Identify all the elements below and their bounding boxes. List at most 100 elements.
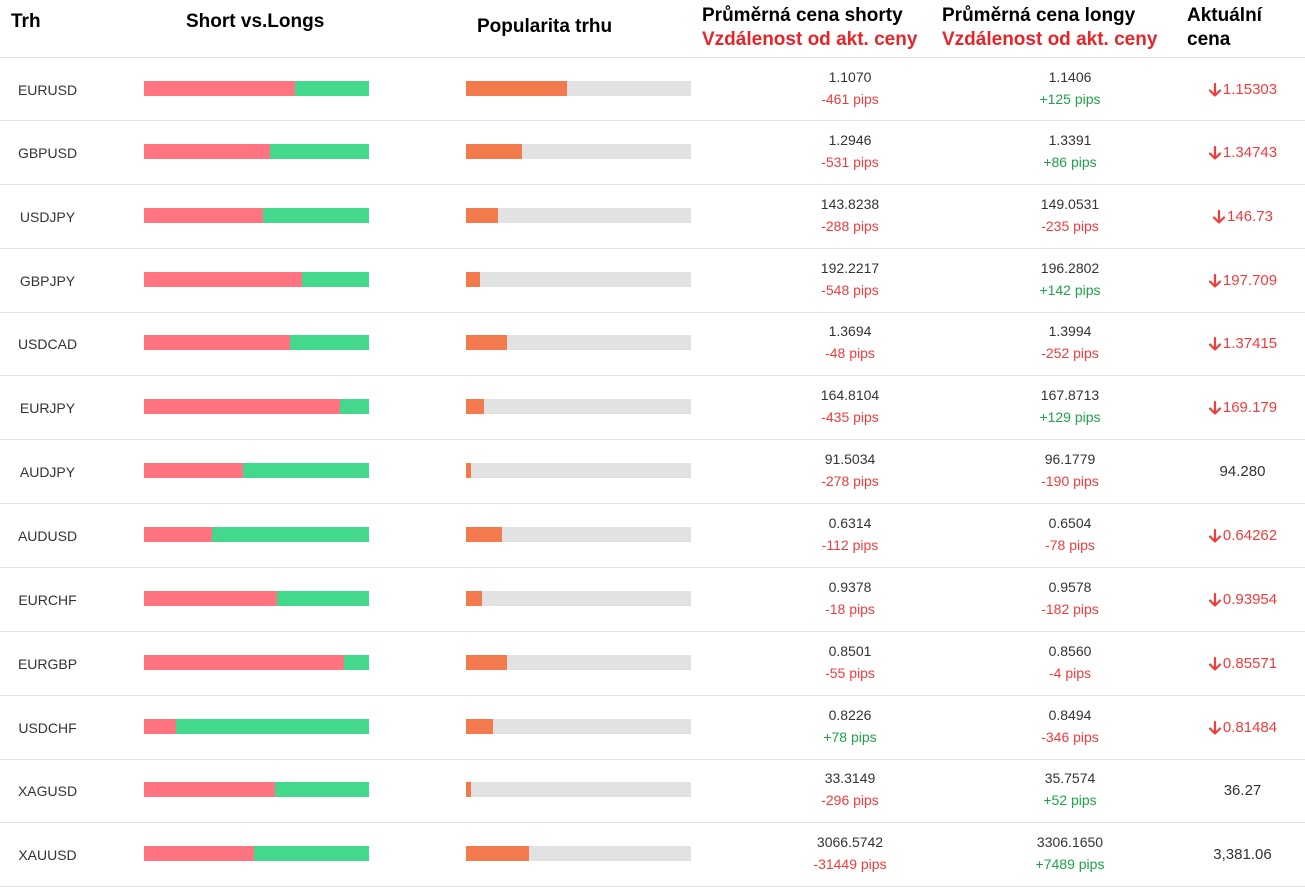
table-header: Trh Short vs.Longs Popularita trhu Průmě… — [0, 0, 1305, 57]
market-symbol[interactable]: XAUUSD — [18, 846, 77, 863]
arrow-down-icon — [1208, 720, 1222, 735]
table-row[interactable]: USDCAD 1.3694 -48 pips 1.3994 -252 pips 1.374… — [0, 312, 1305, 376]
long-segment — [254, 846, 369, 861]
market-symbol[interactable]: GBPUSD — [17, 144, 78, 161]
table-row[interactable]: USDCHF 0.8226 +78 pips 0.8494 -346 pips 0.814… — [0, 696, 1305, 760]
avg-short-distance: -18 pips — [825, 601, 875, 617]
market-symbol[interactable]: USDCHF — [18, 719, 77, 736]
avg-short-distance: -55 pips — [825, 665, 875, 681]
current-price-value: 36.27 — [1223, 782, 1262, 799]
short-segment — [144, 655, 345, 670]
current-price-value: 146.73 — [1227, 208, 1273, 225]
avg-long-cell: 35.7574 +52 pips — [970, 767, 1170, 811]
avg-short-price: 1.3694 — [828, 323, 872, 339]
market-symbol[interactable]: USDJPY — [19, 208, 76, 225]
avg-short-distance: -278 pips — [821, 473, 879, 489]
arrow-down-icon — [1208, 528, 1222, 543]
avg-long-cell: 1.3391 +86 pips — [970, 129, 1170, 173]
table-row[interactable]: AUDUSD 0.6314 -112 pips 0.6504 -78 pips 0.642… — [0, 504, 1305, 568]
current-price: 1.37415 — [1180, 312, 1305, 375]
market-symbol[interactable]: USDCAD — [17, 335, 78, 352]
current-price: 1.34743 — [1180, 121, 1305, 184]
table-row[interactable]: XAUUSD 3066.5742 -31449 pips 3306.1650 +7489… — [0, 823, 1305, 887]
long-segment — [294, 81, 369, 96]
avg-short-price: 143.8238 — [820, 196, 880, 212]
header-popularity: Popularita trhu — [477, 16, 613, 37]
market-symbol[interactable]: EURGBP — [17, 655, 78, 672]
popularity-bar — [466, 591, 691, 606]
header-avg-short: Průměrná cena shorty Vzdálenost od akt. … — [702, 4, 917, 52]
table-row[interactable]: EURJPY 164.8104 -435 pips 167.8713 +129 pips… — [0, 376, 1305, 440]
avg-short-distance: -112 pips — [821, 537, 879, 553]
long-segment — [274, 782, 369, 797]
avg-short-price: 0.8501 — [828, 643, 872, 659]
short-vs-long-bar — [144, 719, 369, 734]
table-row[interactable]: EURCHF 0.9378 -18 pips 0.9578 -182 pips 0.939… — [0, 568, 1305, 632]
popularity-fill — [466, 272, 480, 287]
popularity-fill — [466, 399, 484, 414]
table-row[interactable]: XAGUSD 33.3149 -296 pips 35.7574 +52 pips 36.… — [0, 759, 1305, 823]
long-segment — [339, 399, 369, 414]
avg-short-price: 3066.5742 — [816, 834, 884, 850]
market-symbol[interactable]: AUDUSD — [17, 527, 78, 544]
short-segment — [144, 782, 275, 797]
market-symbol[interactable]: XAGUSD — [17, 782, 78, 799]
table-row[interactable]: GBPUSD 1.2946 -531 pips 1.3391 +86 pips 1.347… — [0, 121, 1305, 185]
avg-long-distance: -182 pips — [1041, 601, 1099, 617]
short-vs-long-bar — [144, 208, 369, 223]
market-symbol[interactable]: EURUSD — [17, 81, 78, 98]
market-symbol[interactable]: EURJPY — [19, 399, 76, 416]
long-segment — [175, 719, 369, 734]
popularity-bar — [466, 272, 691, 287]
avg-short-distance: -531 pips — [821, 154, 879, 170]
long-segment — [263, 208, 369, 223]
table-row[interactable]: EURGBP 0.8501 -55 pips 0.8560 -4 pips 0.85571 — [0, 632, 1305, 696]
avg-long-cell: 1.1406 +125 pips — [970, 66, 1170, 110]
popularity-bar — [466, 527, 691, 542]
table-row[interactable]: EURUSD 1.1070 -461 pips 1.1406 +125 pips 1.15… — [0, 57, 1305, 121]
avg-long-cell: 0.8494 -346 pips — [970, 704, 1170, 748]
avg-short-distance: -435 pips — [821, 409, 879, 425]
table-row[interactable]: AUDJPY 91.5034 -278 pips 96.1779 -190 pips 94… — [0, 440, 1305, 504]
avg-long-price: 0.8560 — [1048, 643, 1092, 659]
market-symbol[interactable]: EURCHF — [18, 591, 77, 608]
popularity-fill — [466, 144, 523, 159]
arrow-down-icon — [1208, 82, 1222, 97]
avg-long-distance: -190 pips — [1041, 473, 1099, 489]
popularity-bar — [466, 655, 691, 670]
popularity-bar — [466, 463, 691, 478]
avg-long-distance: +129 pips — [1039, 409, 1101, 425]
table-row[interactable]: USDJPY 143.8238 -288 pips 149.0531 -235 pips… — [0, 185, 1305, 249]
avg-long-price: 3306.1650 — [1036, 834, 1104, 850]
avg-short-cell: 91.5034 -278 pips — [750, 448, 950, 492]
avg-short-cell: 1.3694 -48 pips — [750, 320, 950, 364]
avg-short-cell: 143.8238 -288 pips — [750, 193, 950, 237]
avg-long-cell: 196.2802 +142 pips — [970, 257, 1170, 301]
current-price-value: 0.93954 — [1222, 591, 1278, 608]
avg-short-distance: -548 pips — [821, 282, 879, 298]
avg-short-distance: -48 pips — [825, 345, 875, 361]
avg-short-cell: 192.2217 -548 pips — [750, 257, 950, 301]
avg-short-cell: 164.8104 -435 pips — [750, 384, 950, 428]
avg-long-cell: 96.1779 -190 pips — [970, 448, 1170, 492]
short-vs-long-bar — [144, 272, 369, 287]
avg-short-price: 1.1070 — [828, 69, 872, 85]
popularity-bar — [466, 846, 691, 861]
market-symbol[interactable]: GBPJPY — [19, 272, 76, 289]
avg-long-distance: -346 pips — [1041, 729, 1099, 745]
long-segment — [211, 527, 369, 542]
popularity-fill — [466, 719, 493, 734]
avg-long-distance: +125 pips — [1039, 91, 1101, 107]
avg-long-price: 167.8713 — [1040, 387, 1100, 403]
avg-long-price: 96.1779 — [1044, 451, 1096, 467]
long-segment — [301, 272, 369, 287]
avg-long-price: 196.2802 — [1040, 260, 1100, 276]
short-segment — [144, 144, 270, 159]
avg-long-price: 1.3391 — [1048, 132, 1092, 148]
popularity-fill — [466, 463, 471, 478]
market-symbol[interactable]: AUDJPY — [19, 463, 76, 480]
popularity-fill — [466, 335, 507, 350]
table-row[interactable]: GBPJPY 192.2217 -548 pips 196.2802 +142 pips… — [0, 249, 1305, 313]
avg-short-cell: 0.8501 -55 pips — [750, 640, 950, 684]
current-price-value: 0.85571 — [1222, 655, 1278, 672]
